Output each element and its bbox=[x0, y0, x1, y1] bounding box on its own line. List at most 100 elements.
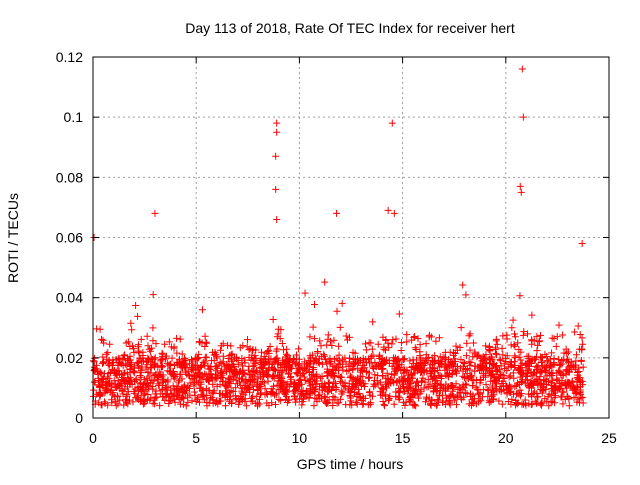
data-point bbox=[279, 367, 287, 375]
data-point bbox=[444, 356, 452, 364]
data-point bbox=[99, 359, 107, 367]
data-point bbox=[133, 394, 141, 402]
data-point bbox=[238, 389, 246, 397]
data-point bbox=[484, 366, 492, 374]
data-point bbox=[175, 393, 183, 401]
data-point bbox=[279, 388, 287, 396]
data-point bbox=[103, 373, 111, 381]
data-point bbox=[499, 351, 507, 359]
data-point bbox=[238, 354, 246, 362]
data-point bbox=[512, 397, 520, 405]
data-point bbox=[559, 372, 567, 380]
data-point bbox=[311, 300, 319, 308]
data-point bbox=[271, 356, 279, 364]
data-point bbox=[135, 349, 143, 357]
data-point bbox=[178, 375, 186, 383]
data-point bbox=[378, 365, 386, 373]
data-point bbox=[155, 380, 163, 388]
data-point bbox=[334, 360, 342, 368]
data-point bbox=[385, 344, 393, 352]
data-point bbox=[547, 398, 555, 406]
data-point bbox=[163, 359, 171, 367]
data-point bbox=[511, 363, 519, 371]
data-point bbox=[253, 379, 261, 387]
data-point bbox=[246, 388, 254, 396]
data-point bbox=[438, 361, 446, 369]
data-point bbox=[436, 386, 444, 394]
data-point bbox=[159, 371, 167, 379]
data-point bbox=[443, 364, 451, 372]
data-point bbox=[324, 335, 332, 343]
data-point bbox=[369, 318, 377, 326]
data-point bbox=[471, 367, 479, 375]
data-point bbox=[148, 344, 156, 352]
data-point bbox=[393, 358, 401, 366]
data-point bbox=[530, 388, 538, 396]
data-point bbox=[423, 368, 431, 376]
data-point bbox=[480, 354, 488, 362]
data-point bbox=[544, 378, 552, 386]
data-point bbox=[327, 370, 335, 378]
data-point bbox=[456, 389, 464, 397]
data-point bbox=[469, 399, 477, 407]
data-point bbox=[417, 386, 425, 394]
data-point bbox=[252, 355, 260, 363]
data-point bbox=[569, 361, 577, 369]
data-point bbox=[110, 368, 118, 376]
data-point bbox=[382, 336, 390, 344]
data-point bbox=[270, 374, 278, 382]
data-point bbox=[545, 402, 553, 410]
data-point bbox=[221, 402, 229, 410]
data-point bbox=[466, 393, 474, 401]
data-point bbox=[390, 354, 398, 362]
data-point bbox=[574, 395, 582, 403]
x-tick-label: 0 bbox=[89, 430, 97, 446]
data-point bbox=[165, 400, 173, 408]
data-point bbox=[196, 369, 204, 377]
data-point bbox=[420, 384, 428, 392]
data-point bbox=[394, 357, 402, 365]
data-point bbox=[133, 359, 141, 367]
data-point bbox=[497, 388, 505, 396]
data-point bbox=[576, 330, 584, 338]
data-point bbox=[395, 310, 403, 318]
axes: 0 0.02 0.04 0.06 0.08 0.1 0.12 0 5 10 15 20 25 bbox=[56, 49, 617, 446]
data-point bbox=[475, 395, 483, 403]
data-point bbox=[475, 351, 483, 359]
data-point bbox=[155, 372, 163, 380]
data-point bbox=[422, 340, 430, 348]
data-point bbox=[144, 391, 152, 399]
data-point bbox=[463, 390, 471, 398]
outlier-point bbox=[272, 152, 280, 160]
data-point bbox=[118, 382, 126, 390]
data-point bbox=[333, 307, 341, 315]
data-point bbox=[277, 397, 285, 405]
data-point bbox=[449, 359, 457, 367]
data-point bbox=[561, 380, 569, 388]
data-point bbox=[418, 377, 426, 385]
data-point bbox=[202, 353, 210, 361]
data-point bbox=[134, 383, 142, 391]
data-point bbox=[449, 351, 457, 359]
data-point bbox=[194, 354, 202, 362]
data-point bbox=[388, 362, 396, 370]
data-point bbox=[328, 387, 336, 395]
data-point bbox=[507, 362, 515, 370]
data-point bbox=[444, 372, 452, 380]
data-point bbox=[102, 378, 110, 386]
data-point bbox=[488, 389, 496, 397]
data-point bbox=[461, 374, 469, 382]
data-point bbox=[537, 400, 545, 408]
data-point bbox=[289, 355, 297, 363]
data-point bbox=[173, 349, 181, 357]
data-point bbox=[210, 387, 218, 395]
data-point bbox=[308, 365, 316, 373]
data-point bbox=[101, 389, 109, 397]
data-point bbox=[189, 357, 197, 365]
data-point bbox=[301, 365, 309, 373]
data-point bbox=[565, 379, 573, 387]
data-point bbox=[518, 376, 526, 384]
data-point bbox=[323, 365, 331, 373]
data-point bbox=[412, 346, 420, 354]
